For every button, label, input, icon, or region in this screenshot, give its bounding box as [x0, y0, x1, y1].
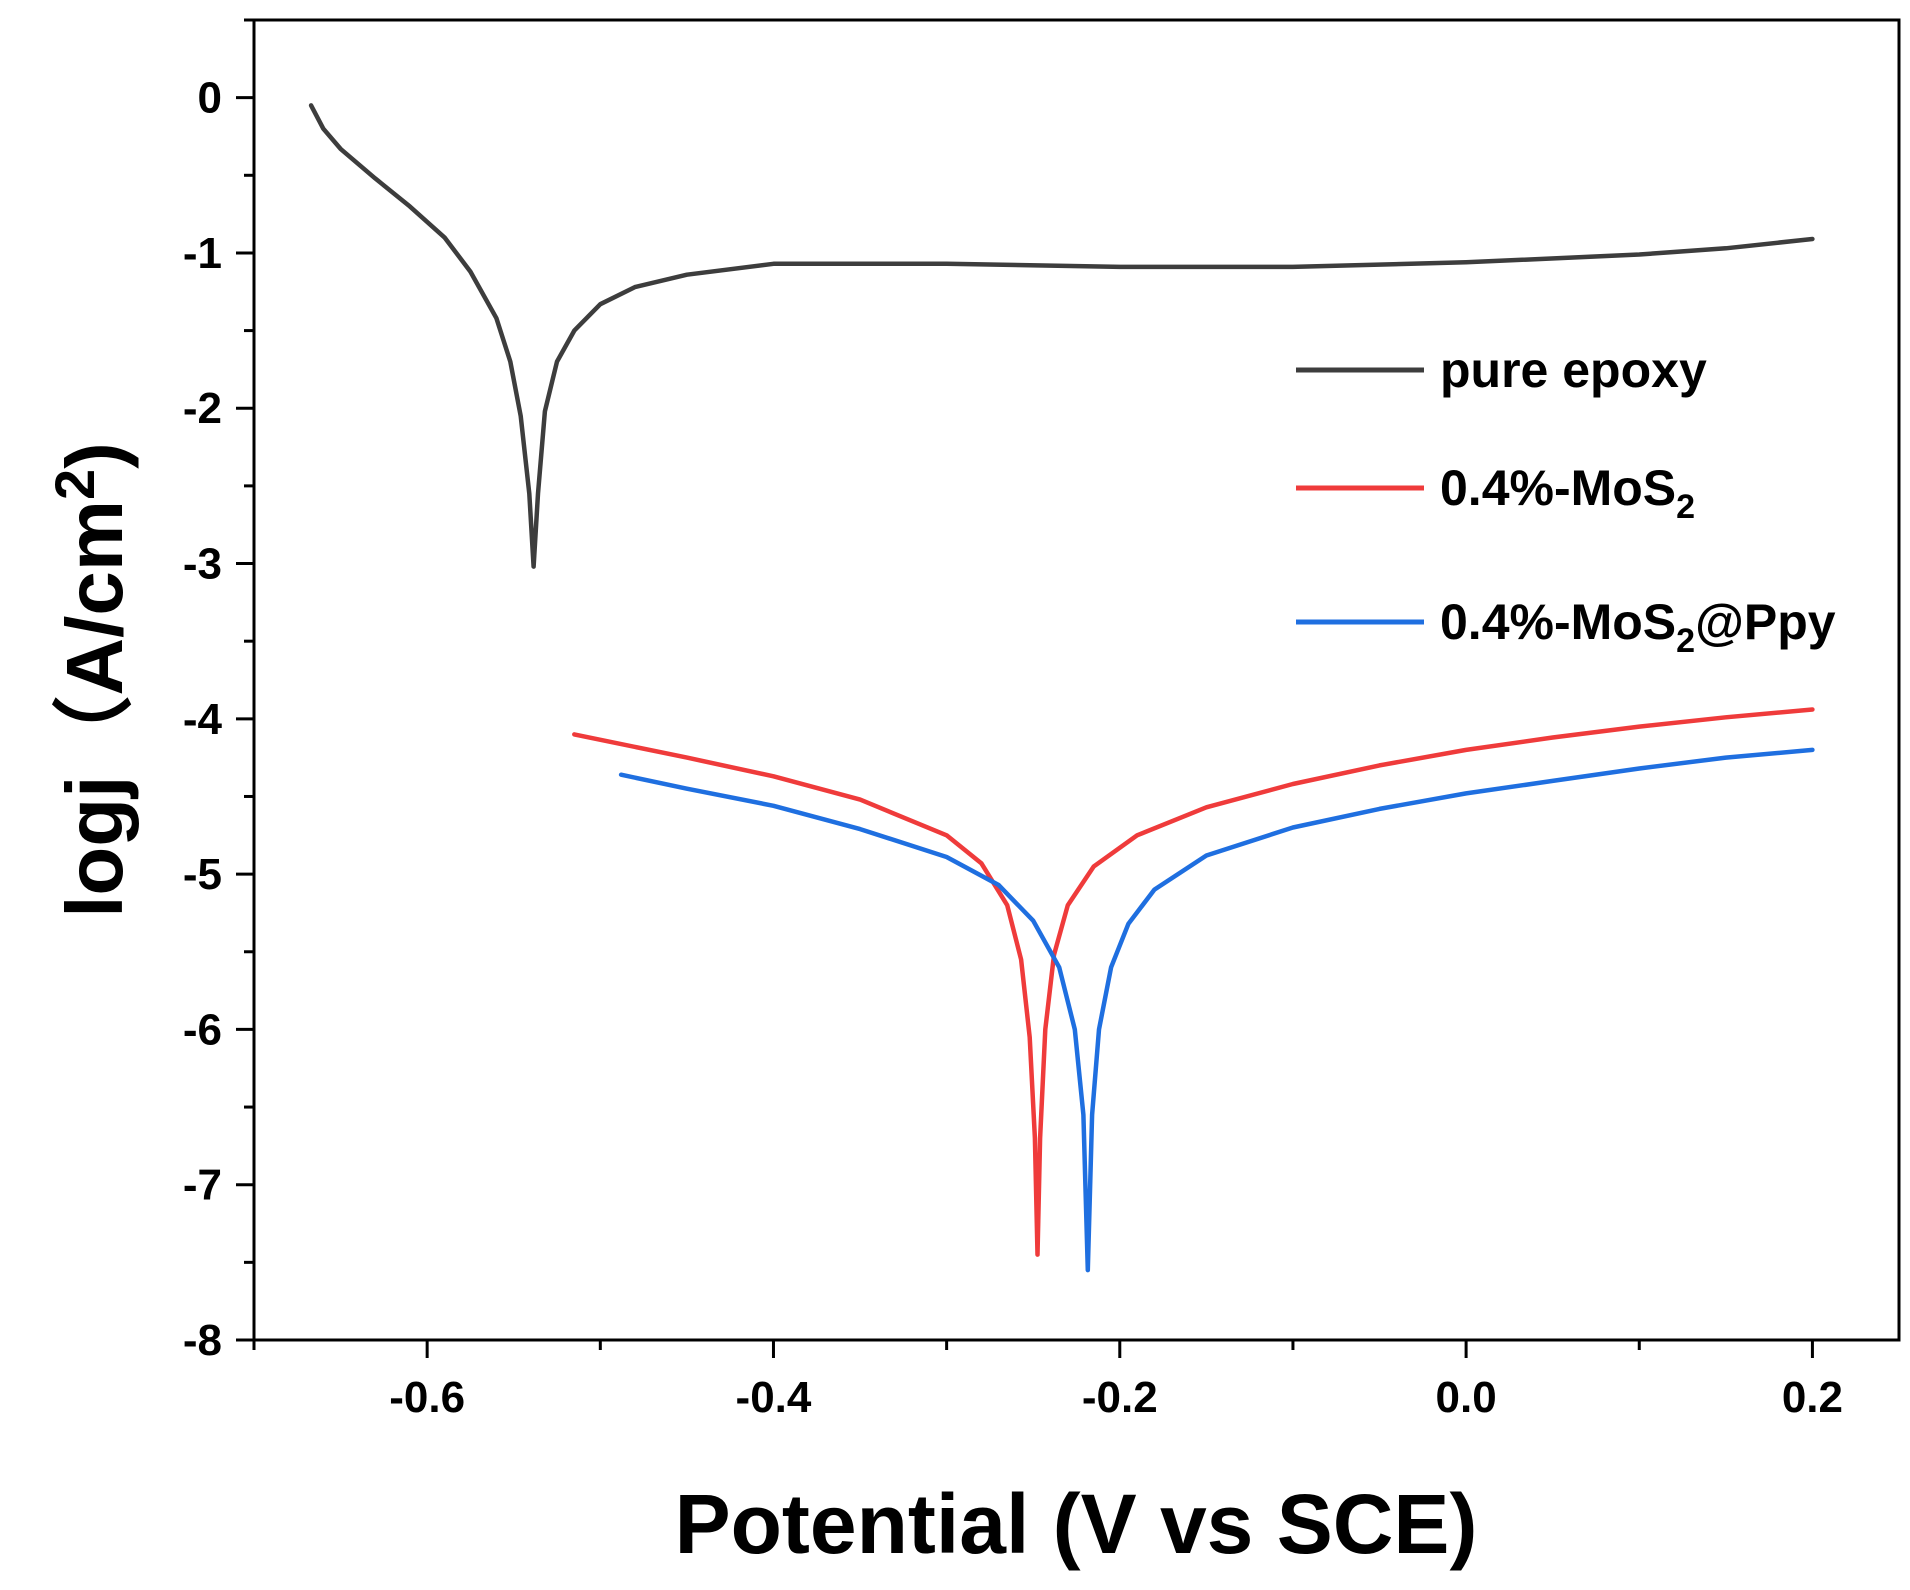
y-tick-label: -2: [183, 384, 222, 433]
y-tick-label: -8: [183, 1316, 222, 1365]
axis-ticks: [236, 18, 1814, 1358]
legend-entry: pure epoxy: [1296, 342, 1707, 398]
y-tick-label: -3: [183, 540, 222, 589]
x-tick-labels: -0.6 -0.4 -0.2 0.0 0.2: [389, 1373, 1843, 1422]
y-tick-label: -6: [183, 1005, 222, 1054]
plot-frame: [252, 18, 1901, 1342]
y-tick-labels: 0 -1 -2 -3 -4 -5 -6 -7 -8: [183, 74, 223, 1365]
x-tick-label: 0.2: [1782, 1373, 1843, 1422]
x-tick-label: -0.2: [1082, 1373, 1158, 1422]
legend: pure epoxy 0.4%-MoS2 0.4%-MoS2@Ppy: [1296, 342, 1836, 660]
y-axis-title-sup: 2: [43, 469, 106, 500]
legend-entry: 0.4%-MoS2@Ppy: [1296, 594, 1836, 660]
legend-label: 0.4%-MoS2: [1440, 460, 1695, 526]
x-tick-label: -0.6: [389, 1373, 465, 1422]
y-tick-label: -4: [183, 695, 223, 744]
legend-label: pure epoxy: [1440, 342, 1707, 398]
x-axis-title: Potential (V vs SCE): [675, 1477, 1478, 1571]
x-tick-label: -0.4: [736, 1373, 812, 1422]
series-line: [618, 747, 1815, 1273]
legend-entry: 0.4%-MoS2: [1296, 460, 1695, 526]
series-line: [308, 103, 1815, 569]
y-tick-label: -1: [183, 229, 222, 278]
y-tick-label: -7: [183, 1161, 222, 1210]
y-tick-label: -5: [183, 850, 222, 899]
legend-label: 0.4%-MoS2@Ppy: [1440, 594, 1836, 660]
y-axis-title-main: logj（A/cm: [50, 500, 139, 918]
series-line: [572, 707, 1815, 1257]
y-axis-title-close: ): [50, 442, 139, 469]
x-tick-label: 0.0: [1436, 1373, 1497, 1422]
y-axis-title: logj（A/cm2): [43, 442, 139, 918]
series-lines: [308, 103, 1815, 1273]
y-tick-label: 0: [198, 74, 222, 123]
